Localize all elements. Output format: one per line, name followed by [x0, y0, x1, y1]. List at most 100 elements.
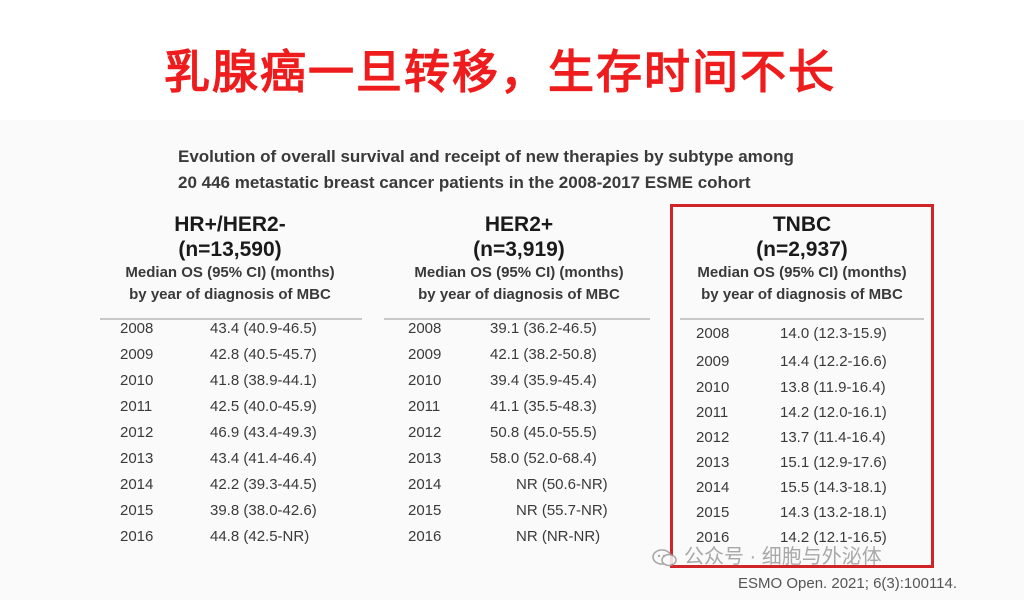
- table-row: 2010 39.4 (35.9-45.4): [388, 372, 650, 398]
- os-cell: 42.1 (38.2-50.8): [490, 346, 597, 363]
- os-cell: 50.8 (45.0-55.5): [490, 424, 597, 441]
- os-cell: 14.3 (13.2-18.1): [780, 504, 887, 521]
- panel-count: (n=2,937): [756, 238, 848, 261]
- year-cell: 2014: [120, 476, 154, 493]
- year-cell: 2011: [120, 398, 153, 415]
- year-cell: 2016: [408, 528, 442, 545]
- panel-hr-her2-neg: HR+/HER2- (n=13,590) Median OS (95% CI) …: [100, 212, 362, 545]
- table-row: 2009 14.4 (12.2-16.6): [674, 353, 930, 379]
- panel-her2-pos: HER2+ (n=3,919) Median OS (95% CI) (mont…: [384, 212, 650, 545]
- panel-desc-line-1: Median OS (95% CI) (months): [125, 264, 335, 281]
- panel-desc-line-1: Median OS (95% CI) (months): [414, 264, 624, 281]
- panel-divider: [680, 318, 924, 320]
- table-row: 2009 42.1 (38.2-50.8): [388, 346, 650, 372]
- panel-rows: 2008 39.1 (36.2-46.5) 2009 42.1 (38.2-50.8…: [388, 320, 650, 554]
- table-row: 2015 NR (55.7-NR): [388, 502, 650, 528]
- year-cell: 2014: [696, 479, 730, 496]
- panel-count: (n=3,919): [473, 238, 565, 261]
- year-cell: 2012: [408, 424, 442, 441]
- table-row: 2008 43.4 (40.9-46.5): [100, 320, 362, 346]
- table-row: 2016 44.8 (42.5-NR): [100, 528, 362, 554]
- watermark-text: 公众号 · 细胞与外泌体: [684, 546, 882, 568]
- table-row: 2009 42.8 (40.5-45.7): [100, 346, 362, 372]
- table-row: 2016 NR (NR-NR): [388, 528, 650, 554]
- panel-subtype: TNBC: [772, 213, 832, 236]
- table-row: 2008 14.0 (12.3-15.9): [674, 325, 930, 353]
- year-cell: 2009: [120, 346, 154, 363]
- table-row: 2014 15.5 (14.3-18.1): [674, 479, 930, 504]
- year-cell: 2008: [696, 325, 730, 342]
- table-row: 2011 41.1 (35.5-48.3): [388, 398, 650, 424]
- table-row: 2010 13.8 (11.9-16.4): [674, 379, 930, 404]
- os-cell: NR (NR-NR): [516, 528, 601, 545]
- os-cell: 13.8 (11.9-16.4): [780, 379, 886, 396]
- year-cell: 2012: [120, 424, 154, 441]
- panel-subtype: HR+/HER2-: [174, 213, 286, 236]
- panel-divider: [100, 318, 362, 320]
- year-cell: 2014: [408, 476, 442, 493]
- panel-header: HER2+ (n=3,919) Median OS (95% CI) (mont…: [388, 212, 650, 306]
- table-row: 2015 14.3 (13.2-18.1): [674, 504, 930, 529]
- table-row: 2011 42.5 (40.0-45.9): [100, 398, 362, 424]
- year-cell: 2008: [120, 320, 154, 337]
- os-cell: 42.8 (40.5-45.7): [210, 346, 317, 363]
- panel-divider: [384, 318, 650, 320]
- table-row: 2013 43.4 (41.4-46.4): [100, 450, 362, 476]
- year-cell: 2016: [120, 528, 154, 545]
- panel-desc-line-2: by year of diagnosis of MBC: [418, 286, 620, 303]
- os-cell: 41.1 (35.5-48.3): [490, 398, 597, 415]
- os-cell: 39.8 (38.0-42.6): [210, 502, 317, 519]
- panel-rows: 2008 43.4 (40.9-46.5) 2009 42.8 (40.5-45.7…: [100, 320, 362, 554]
- os-cell: 42.5 (40.0-45.9): [210, 398, 317, 415]
- panel-tnbc: TNBC (n=2,937) Median OS (95% CI) (month…: [674, 212, 930, 546]
- year-cell: 2010: [696, 379, 730, 396]
- year-cell: 2010: [408, 372, 442, 389]
- year-cell: 2015: [120, 502, 154, 519]
- os-cell: 43.4 (40.9-46.5): [210, 320, 317, 337]
- table-row: 2014 42.2 (39.3-44.5): [100, 476, 362, 502]
- table-row: 2011 14.2 (12.0-16.1): [674, 404, 930, 429]
- year-cell: 2016: [696, 529, 730, 546]
- year-cell: 2013: [408, 450, 442, 467]
- panel-desc-line-2: by year of diagnosis of MBC: [129, 286, 331, 303]
- table-row: 2013 15.1 (12.9-17.6): [674, 454, 930, 479]
- citation: ESMO Open. 2021; 6(3):100114.: [738, 575, 958, 592]
- panel-count: (n=13,590): [178, 238, 282, 261]
- year-cell: 2015: [408, 502, 442, 519]
- table-row: 2012 50.8 (45.0-55.5): [388, 424, 650, 450]
- panel-subtype: HER2+: [484, 213, 554, 236]
- os-cell: 41.8 (38.9-44.1): [210, 372, 317, 389]
- os-cell: NR (50.6-NR): [516, 476, 608, 493]
- os-cell: 39.1 (36.2-46.5): [490, 320, 597, 337]
- table-row: 2012 46.9 (43.4-49.3): [100, 424, 362, 450]
- table-row: 2012 13.7 (11.4-16.4): [674, 429, 930, 454]
- year-cell: 2015: [696, 504, 730, 521]
- os-cell: 14.2 (12.0-16.1): [780, 404, 887, 421]
- year-cell: 2011: [696, 404, 729, 421]
- os-cell: 43.4 (41.4-46.4): [210, 450, 317, 467]
- os-cell: NR (55.7-NR): [516, 502, 608, 519]
- table-row: 2008 39.1 (36.2-46.5): [388, 320, 650, 346]
- year-cell: 2011: [408, 398, 441, 415]
- panel-header: HR+/HER2- (n=13,590) Median OS (95% CI) …: [100, 212, 360, 306]
- os-cell: 58.0 (52.0-68.4): [490, 450, 597, 467]
- os-cell: 44.8 (42.5-NR): [210, 528, 310, 545]
- table-row: 2015 39.8 (38.0-42.6): [100, 502, 362, 528]
- os-cell: 14.0 (12.3-15.9): [780, 325, 887, 342]
- subtitle-line-2: 20 446 metastatic breast cancer patients…: [178, 173, 751, 192]
- title-band: [0, 0, 1024, 120]
- os-cell: 14.4 (12.2-16.6): [780, 353, 887, 370]
- table-row: 2016 14.2 (12.1-16.5): [674, 529, 930, 551]
- year-cell: 2010: [120, 372, 154, 389]
- panel-desc-line-1: Median OS (95% CI) (months): [697, 264, 907, 281]
- os-cell: 39.4 (35.9-45.4): [490, 372, 597, 389]
- wechat-icon: [652, 548, 677, 567]
- subtitle-line-1: Evolution of overall survival and receip…: [178, 147, 794, 166]
- slide-subtitle: Evolution of overall survival and receip…: [178, 144, 858, 196]
- year-cell: 2008: [408, 320, 442, 337]
- os-cell: 13.7 (11.4-16.4): [780, 429, 886, 446]
- slide-title: 乳腺癌一旦转移，生存时间不长: [164, 45, 836, 99]
- panel-desc-line-2: by year of diagnosis of MBC: [701, 286, 903, 303]
- year-cell: 2013: [696, 454, 730, 471]
